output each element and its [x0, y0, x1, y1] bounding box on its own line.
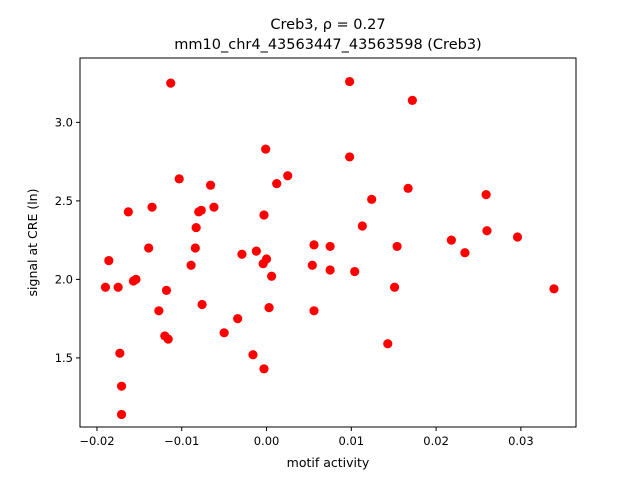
data-point [325, 241, 335, 252]
x-axis-label: motif activity [287, 455, 370, 470]
data-point [233, 314, 243, 324]
data-point [392, 241, 402, 252]
data-point [104, 255, 114, 266]
data-point [194, 207, 204, 217]
data-point [163, 334, 173, 344]
data-point [128, 276, 139, 286]
chart-title-line1: Creb3, ρ = 0.27 [270, 17, 385, 33]
data-point [367, 194, 377, 204]
data-point [272, 179, 282, 189]
data-point [147, 202, 157, 212]
data-point [248, 350, 258, 360]
x-tick-label: −0.01 [164, 434, 199, 448]
y-tick-label: 3.0 [55, 115, 73, 129]
data-point [283, 171, 293, 181]
data-point [205, 180, 216, 190]
data-point [144, 243, 154, 253]
data-point [197, 299, 207, 310]
data-point [307, 260, 317, 270]
data-point [357, 221, 367, 231]
data-point [113, 282, 123, 292]
chart-title-line2: mm10_chr4_43563447_43563598 (Creb3) [174, 37, 481, 53]
data-point [237, 249, 247, 259]
data-point [512, 232, 523, 242]
data-point [407, 95, 417, 105]
data-point [460, 248, 470, 258]
data-point [309, 240, 319, 250]
data-point [100, 282, 111, 292]
data-point [350, 266, 360, 277]
y-tick-label: 2.5 [55, 194, 73, 208]
data-point [403, 183, 413, 193]
data-point [166, 78, 176, 88]
data-point [482, 226, 492, 236]
data-point [267, 271, 277, 281]
data-point [389, 282, 400, 292]
plot-frame [79, 57, 577, 428]
data-point [116, 409, 127, 420]
data-point [345, 152, 355, 162]
x-tick-label: 0.02 [423, 434, 449, 448]
data-point [481, 190, 491, 200]
data-point [161, 285, 172, 295]
y-axis-label: signal at CRE (ln) [25, 189, 40, 297]
data-point [123, 207, 133, 217]
axis-ticks: −0.02 −0.01 0.00 0.01 0.02 0.03 1.5 2.0 2.5 3.0 [55, 115, 534, 448]
y-tick-label: 1.5 [55, 351, 73, 365]
data-point [309, 306, 319, 316]
data-point [259, 364, 269, 374]
x-tick-label: 0.00 [254, 434, 280, 448]
data-point [259, 210, 269, 220]
data-point [251, 246, 261, 256]
data-point [209, 202, 219, 212]
data-point [116, 381, 127, 391]
data-point [219, 328, 229, 338]
data-point [115, 348, 125, 358]
data-point [258, 259, 268, 269]
x-tick-label: 0.01 [339, 434, 365, 448]
data-point [174, 174, 184, 184]
data-point [186, 260, 196, 270]
y-tick-label: 2.0 [55, 272, 73, 286]
data-point [191, 222, 201, 233]
data-point [446, 235, 456, 245]
data-point [383, 339, 393, 349]
x-tick-label: 0.03 [508, 434, 534, 448]
data-point [325, 265, 335, 275]
data-points [100, 76, 559, 420]
x-tick-label: −0.02 [79, 434, 114, 448]
data-point [190, 243, 200, 253]
data-point [549, 284, 559, 294]
data-point [345, 76, 355, 87]
data-point [264, 303, 274, 313]
data-point [154, 306, 164, 316]
data-point [261, 144, 271, 154]
